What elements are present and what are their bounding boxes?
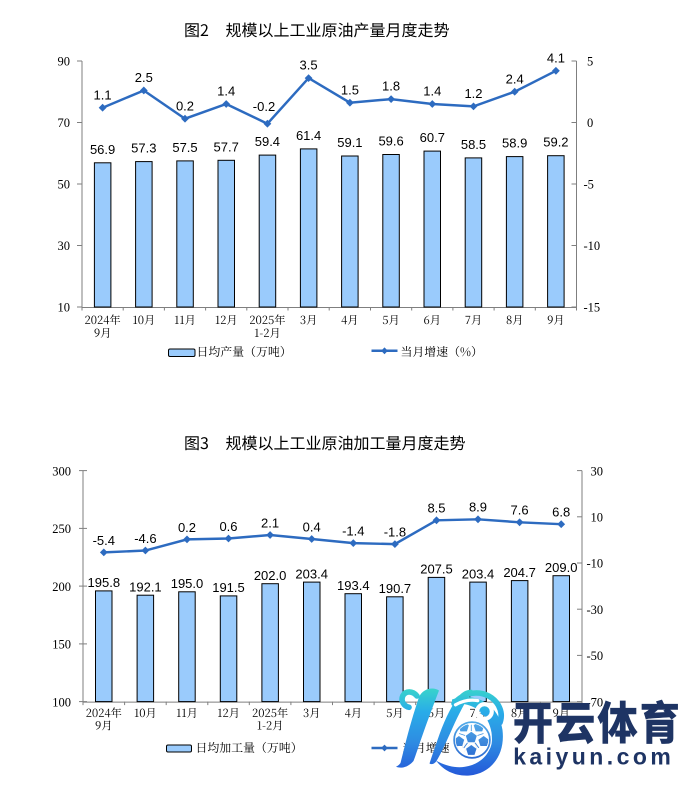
svg-text:0.2: 0.2 bbox=[178, 520, 196, 535]
svg-text:4.1: 4.1 bbox=[547, 50, 565, 65]
svg-text:195.8: 195.8 bbox=[88, 575, 121, 590]
svg-text:0: 0 bbox=[587, 116, 593, 130]
svg-text:59.2: 59.2 bbox=[543, 135, 568, 150]
svg-text:202.0: 202.0 bbox=[254, 568, 287, 583]
svg-text:58.5: 58.5 bbox=[461, 137, 486, 152]
svg-text:60.7: 60.7 bbox=[420, 130, 445, 145]
svg-text:7.6: 7.6 bbox=[511, 503, 529, 518]
svg-text:5: 5 bbox=[587, 55, 593, 69]
svg-text:10: 10 bbox=[58, 301, 71, 315]
svg-text:0.6: 0.6 bbox=[219, 519, 237, 534]
svg-text:-1.8: -1.8 bbox=[384, 525, 406, 540]
svg-text:-30: -30 bbox=[587, 603, 604, 617]
svg-text:3.5: 3.5 bbox=[300, 58, 318, 73]
svg-text:209.0: 209.0 bbox=[545, 560, 578, 575]
svg-text:250: 250 bbox=[52, 522, 71, 536]
svg-text:-5: -5 bbox=[584, 178, 594, 192]
svg-text:30: 30 bbox=[591, 464, 604, 478]
svg-text:203.4: 203.4 bbox=[462, 566, 495, 581]
svg-text:200: 200 bbox=[52, 580, 71, 594]
svg-text:59.4: 59.4 bbox=[255, 134, 280, 149]
svg-text:61.4: 61.4 bbox=[296, 128, 321, 143]
svg-text:2.5: 2.5 bbox=[135, 70, 153, 85]
svg-text:57.3: 57.3 bbox=[131, 141, 156, 156]
svg-text:1.1: 1.1 bbox=[94, 87, 112, 102]
svg-text:-70: -70 bbox=[587, 695, 604, 709]
svg-text:-10: -10 bbox=[587, 557, 604, 571]
svg-text:90: 90 bbox=[58, 55, 71, 69]
svg-text:1.4: 1.4 bbox=[423, 84, 441, 99]
svg-text:2.4: 2.4 bbox=[506, 71, 524, 86]
svg-text:150: 150 bbox=[52, 638, 71, 652]
svg-text:1.8: 1.8 bbox=[382, 79, 400, 94]
svg-text:-1.4: -1.4 bbox=[342, 524, 364, 539]
svg-text:56.9: 56.9 bbox=[90, 142, 115, 157]
svg-text:30: 30 bbox=[58, 239, 71, 253]
svg-text:59.1: 59.1 bbox=[337, 135, 362, 150]
svg-text:0.2: 0.2 bbox=[176, 98, 194, 113]
svg-text:1.5: 1.5 bbox=[341, 82, 359, 97]
svg-text:50: 50 bbox=[58, 178, 71, 192]
svg-text:207.5: 207.5 bbox=[420, 562, 453, 577]
svg-text:0.4: 0.4 bbox=[303, 519, 321, 534]
svg-text:-15: -15 bbox=[584, 301, 601, 315]
svg-text:-4.6: -4.6 bbox=[134, 531, 156, 546]
svg-text:203.4: 203.4 bbox=[295, 566, 328, 581]
svg-text:195.0: 195.0 bbox=[171, 576, 204, 591]
svg-text:57.7: 57.7 bbox=[214, 139, 239, 154]
svg-text:8.5: 8.5 bbox=[427, 501, 445, 516]
svg-text:70: 70 bbox=[58, 116, 71, 130]
svg-text:kaiyun.com: kaiyun.com bbox=[513, 744, 674, 770]
svg-text:-10: -10 bbox=[584, 239, 601, 253]
svg-text:190.7: 190.7 bbox=[379, 581, 412, 596]
svg-text:10: 10 bbox=[591, 511, 604, 525]
svg-text:57.5: 57.5 bbox=[172, 140, 197, 155]
svg-text:300: 300 bbox=[52, 464, 71, 478]
svg-text:1.2: 1.2 bbox=[464, 86, 482, 101]
svg-text:192.1: 192.1 bbox=[129, 579, 162, 594]
svg-text:58.9: 58.9 bbox=[502, 136, 527, 151]
svg-text:8.9: 8.9 bbox=[469, 500, 487, 515]
svg-text:59.6: 59.6 bbox=[378, 134, 403, 149]
svg-text:193.4: 193.4 bbox=[337, 578, 370, 593]
svg-text:2.1: 2.1 bbox=[261, 515, 279, 530]
svg-text:-50: -50 bbox=[587, 649, 604, 663]
svg-text:6.8: 6.8 bbox=[552, 505, 570, 520]
svg-text:-0.2: -0.2 bbox=[253, 99, 275, 114]
svg-text:-5.4: -5.4 bbox=[93, 533, 115, 548]
svg-text:191.5: 191.5 bbox=[212, 580, 245, 595]
svg-text:1.4: 1.4 bbox=[217, 84, 235, 99]
svg-text:100: 100 bbox=[52, 695, 71, 709]
svg-text:204.7: 204.7 bbox=[503, 565, 536, 580]
